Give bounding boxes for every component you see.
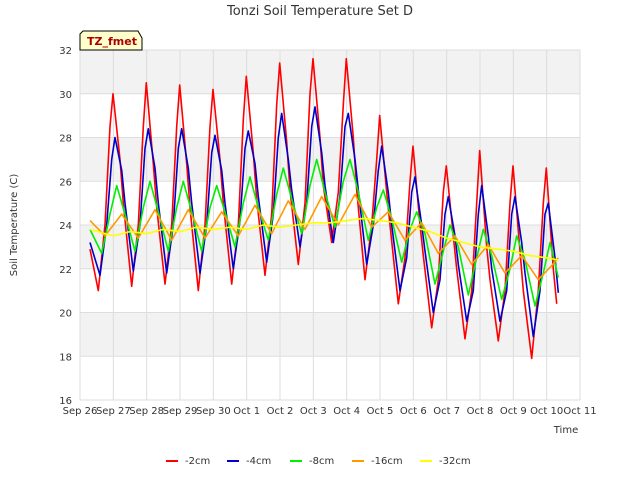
station-badge: TZ_fmet xyxy=(79,30,143,51)
x-tick-label: Sep 26 xyxy=(63,406,98,417)
y-axis-ticks: 16 18 20 22 24 26 28 30 32 xyxy=(59,46,72,407)
series-line-minus-8cm xyxy=(89,158,560,307)
y-tick-label: 26 xyxy=(59,177,72,188)
plot-band xyxy=(80,50,580,94)
x-tick-label: Sep 27 xyxy=(96,406,131,417)
legend-label: -32cm xyxy=(439,456,471,467)
y-tick-label: 18 xyxy=(59,352,72,363)
x-axis-title: Time xyxy=(553,425,578,436)
grid-lines xyxy=(79,49,581,401)
badge-label: TZ_fmet xyxy=(87,35,137,48)
series-line-minus-16cm xyxy=(89,193,559,281)
x-tick-label: Oct 8 xyxy=(467,406,494,417)
x-tick-label: Oct 3 xyxy=(300,406,327,417)
legend-label: -16cm xyxy=(371,456,403,467)
x-tick-label: Sep 28 xyxy=(129,406,164,417)
x-tick-label: Oct 6 xyxy=(400,406,427,417)
data-series xyxy=(89,57,560,360)
x-tick-label: Oct 2 xyxy=(267,406,294,417)
chart-title: Tonzi Soil Temperature Set D xyxy=(226,4,413,19)
y-tick-label: 32 xyxy=(59,46,72,57)
x-tick-label: Oct 5 xyxy=(367,406,394,417)
x-tick-label: Oct 4 xyxy=(333,406,360,417)
y-tick-label: 28 xyxy=(59,134,72,145)
y-tick-label: 16 xyxy=(59,396,72,407)
y-axis-title: Soil Temperature (C) xyxy=(9,174,20,277)
legend-label: -2cm xyxy=(185,456,210,467)
badge-box xyxy=(79,30,143,51)
series-line-minus-32cm xyxy=(89,217,559,261)
plot-band xyxy=(80,93,580,138)
plot-band xyxy=(80,137,580,182)
x-tick-label: Sep 30 xyxy=(196,406,231,417)
x-tick-label: Sep 29 xyxy=(163,406,198,417)
legend: -2cm -4cm -8cm -16cm -32cm xyxy=(166,456,471,467)
plot-band xyxy=(80,312,580,357)
legend-label: -4cm xyxy=(246,456,271,467)
y-tick-label: 20 xyxy=(59,309,72,320)
x-tick-label: Oct 11 xyxy=(563,406,596,417)
x-tick-label: Oct 7 xyxy=(433,406,460,417)
y-tick-label: 22 xyxy=(59,265,72,276)
y-tick-label: 30 xyxy=(59,90,72,101)
x-tick-label: Oct 9 xyxy=(500,406,527,417)
x-tick-label: Oct 10 xyxy=(530,406,563,417)
x-tick-label: Oct 1 xyxy=(233,406,260,417)
y-tick-label: 24 xyxy=(59,221,72,232)
legend-label: -8cm xyxy=(309,456,334,467)
plot-band xyxy=(80,356,580,400)
